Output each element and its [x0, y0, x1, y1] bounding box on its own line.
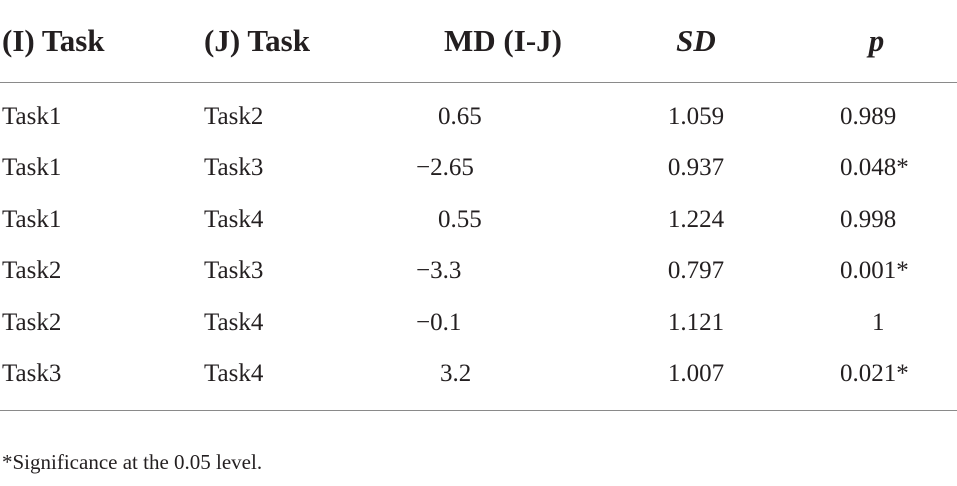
- cell-i-task: Task1: [2, 102, 62, 130]
- cell-sd: 1.224: [667, 205, 725, 233]
- table-row: Task1 Task4 0.55 1.224 0.998: [0, 194, 957, 246]
- cell-md: 3.2: [410, 348, 596, 411]
- cell-md: −3.3: [416, 257, 462, 285]
- header-j-task: (J) Task: [202, 0, 410, 83]
- cell-sd: 0.937: [667, 154, 725, 182]
- cell-sd: 1.007: [596, 348, 796, 411]
- pairwise-comparison-table: (I) Task (J) Task MD (I-J) SD p Task1 Ta…: [0, 0, 957, 411]
- cell-j-task: Task4: [202, 348, 410, 411]
- cell-p: 0.048*: [840, 154, 909, 182]
- header-i-task: (I) Task: [0, 0, 202, 83]
- cell-p: 0.001*: [840, 257, 909, 285]
- table-header-row: (I) Task (J) Task MD (I-J) SD p: [0, 0, 957, 83]
- table-row: Task2 Task3 −3.3 0.797 0.001*: [0, 246, 957, 298]
- cell-i-task: Task3: [0, 348, 202, 411]
- table-row: Task1 Task3 −2.65 0.937 0.048*: [0, 143, 957, 195]
- cell-i-task: Task2: [2, 308, 62, 336]
- cell-sd: 0.797: [667, 257, 725, 285]
- cell-i-task: Task1: [2, 154, 62, 182]
- cell-j-task: Task4: [204, 205, 264, 233]
- header-sd: SD: [596, 0, 796, 83]
- cell-sd: 1.059: [667, 102, 725, 130]
- cell-md: −0.1: [416, 308, 462, 336]
- cell-p: 0.998: [840, 205, 897, 233]
- cell-i-task: Task2: [2, 257, 62, 285]
- comparison-table-container: (I) Task (J) Task MD (I-J) SD p Task1 Ta…: [0, 0, 957, 411]
- cell-p: 1: [872, 308, 885, 336]
- cell-md: −2.65: [416, 154, 474, 182]
- header-p: p: [796, 0, 957, 83]
- cell-j-task: Task2: [204, 102, 264, 130]
- cell-j-task: Task3: [204, 257, 264, 285]
- cell-p: 0.989: [840, 102, 897, 130]
- cell-md: 0.55: [438, 205, 482, 233]
- table-row: Task3 Task4 3.2 1.007 0.021*: [0, 348, 957, 411]
- table-row: Task1 Task2 0.65 1.059 0.989: [0, 83, 957, 143]
- header-md: MD (I-J): [410, 0, 596, 83]
- table-row: Task2 Task4 −0.1 1.121 1: [0, 297, 957, 349]
- cell-md: 0.65: [438, 102, 482, 130]
- cell-p: 0.021*: [796, 348, 957, 411]
- table-footnote: *Significance at the 0.05 level.: [2, 450, 263, 474]
- cell-j-task: Task3: [204, 154, 264, 182]
- cell-sd: 1.121: [667, 308, 725, 336]
- cell-i-task: Task1: [2, 205, 62, 233]
- cell-j-task: Task4: [204, 308, 264, 336]
